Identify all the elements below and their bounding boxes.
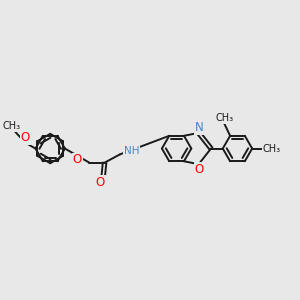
Text: O: O	[96, 176, 105, 189]
Text: CH₃: CH₃	[215, 113, 233, 123]
Text: O: O	[195, 163, 204, 176]
Text: CH₃: CH₃	[263, 143, 281, 154]
Text: N: N	[195, 122, 204, 134]
Text: O: O	[21, 131, 30, 144]
Text: O: O	[73, 154, 82, 166]
Text: CH₃: CH₃	[3, 121, 21, 131]
Text: NH: NH	[124, 146, 139, 156]
